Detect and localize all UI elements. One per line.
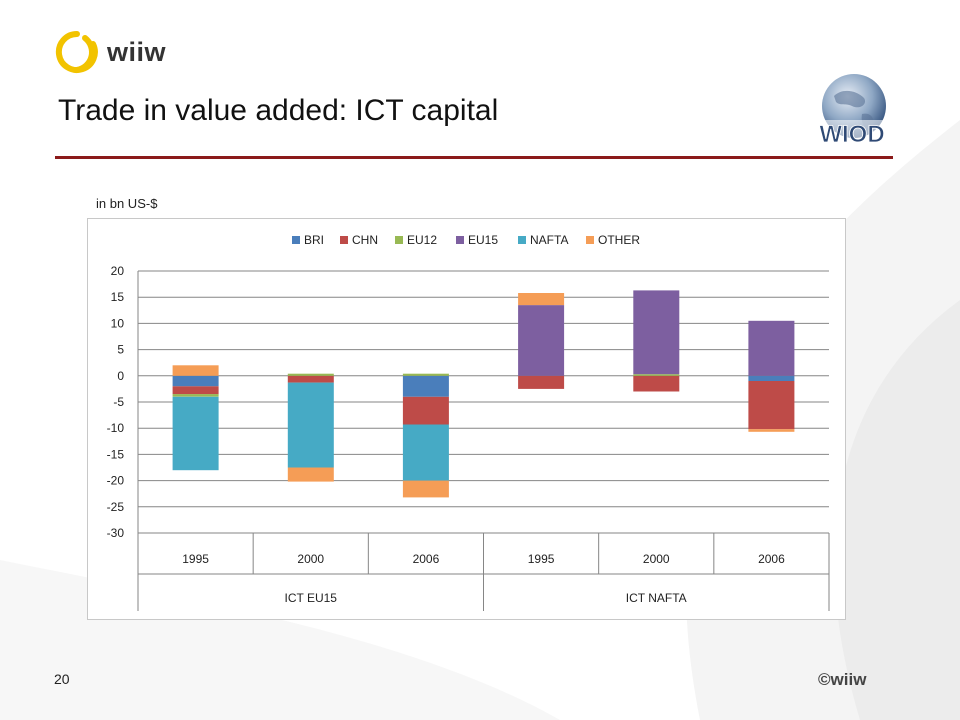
legend-label-eu12: EU12 xyxy=(407,233,437,247)
bar-chn-2 xyxy=(402,396,449,425)
y-tick-label: -25 xyxy=(107,500,125,514)
bar-chn-1 xyxy=(287,375,334,383)
x-group-label: ICT EU15 xyxy=(285,591,338,605)
x-tick-label: 2006 xyxy=(413,552,440,566)
bar-other-2 xyxy=(402,480,449,498)
x-axis: 1995 2000 2006 1995 2000 2006 ICT EU15 ICT NAFT… xyxy=(137,533,830,611)
copyright-text: ©wiiw xyxy=(818,670,867,689)
chart-unit-label: in bn US-$ xyxy=(96,196,158,211)
legend-swatch-bri xyxy=(292,236,300,244)
bar-eu12-2 xyxy=(402,373,449,376)
legend-label-nafta: NAFTA xyxy=(530,233,568,247)
x-tick-label: 1995 xyxy=(528,552,555,566)
y-axis-ticks: 20 15 10 5 0 -5 -10 -15 -20 -25 -30 xyxy=(107,264,139,540)
legend-label-other: OTHER xyxy=(598,233,640,247)
bar-eu12-1 xyxy=(287,373,334,376)
wiod-logo: WIOD xyxy=(815,74,889,148)
bar-chn-5 xyxy=(748,381,795,430)
bar-eu12-0 xyxy=(172,394,219,397)
bar-nafta-0 xyxy=(172,396,219,471)
bar-eu15-3 xyxy=(518,305,565,376)
legend-swatch-other xyxy=(586,236,594,244)
chart-legend: BRI CHN EU12 EU15 NAFTA OTHER xyxy=(292,233,640,247)
bar-nafta-1 xyxy=(287,382,334,468)
bar-other-3 xyxy=(518,293,565,306)
y-tick-label: -15 xyxy=(107,447,125,461)
legend-swatch-nafta xyxy=(518,236,526,244)
bar-other-5 xyxy=(748,429,795,432)
bar-bri-0 xyxy=(172,375,219,387)
y-tick-label: 5 xyxy=(117,343,124,357)
y-tick-label: -30 xyxy=(107,526,125,540)
legend-swatch-eu15 xyxy=(456,236,464,244)
chart-gridlines xyxy=(138,270,829,534)
title-divider xyxy=(55,156,893,159)
bar-chn-4 xyxy=(633,375,680,392)
wiiw-logo: wiiw xyxy=(55,30,166,74)
y-tick-label: 15 xyxy=(111,290,125,304)
y-tick-label: 0 xyxy=(117,369,124,383)
chart-frame: BRI CHN EU12 EU15 NAFTA OTHER 20 15 10 5 0 -5 -10 -1… xyxy=(87,218,846,620)
page-title: Trade in value added: ICT capital xyxy=(58,94,499,127)
bar-eu15-4 xyxy=(633,290,680,375)
chart-bars xyxy=(172,290,795,498)
legend-label-bri: BRI xyxy=(304,233,324,247)
bar-eu12-4 xyxy=(633,374,680,376)
y-tick-label: -20 xyxy=(107,474,125,488)
legend-label-chn: CHN xyxy=(352,233,378,247)
bar-nafta-2 xyxy=(402,424,449,481)
bar-bri-5 xyxy=(748,375,795,381)
wiiw-logo-text: wiiw xyxy=(107,36,167,67)
stacked-bar-chart: BRI CHN EU12 EU15 NAFTA OTHER 20 15 10 5 0 -5 -10 -1… xyxy=(107,233,830,611)
page-number: 20 xyxy=(54,671,70,687)
legend-label-eu15: EU15 xyxy=(468,233,498,247)
bar-other-0 xyxy=(172,365,219,376)
x-tick-label: 2006 xyxy=(758,552,785,566)
x-tick-label: 1995 xyxy=(182,552,209,566)
legend-swatch-eu12 xyxy=(395,236,403,244)
y-tick-label: -5 xyxy=(113,395,124,409)
bar-chn-0 xyxy=(172,386,219,395)
y-tick-label: -10 xyxy=(107,421,125,435)
bar-chn-3 xyxy=(518,375,565,389)
y-tick-label: 20 xyxy=(111,264,125,278)
x-tick-label: 2000 xyxy=(643,552,670,566)
bar-other-1 xyxy=(287,467,334,482)
legend-swatch-chn xyxy=(340,236,348,244)
bar-eu15-5 xyxy=(748,320,795,376)
wiiw-logo-icon xyxy=(55,30,98,73)
x-group-label: ICT NAFTA xyxy=(626,591,687,605)
bar-bri-2 xyxy=(402,375,449,397)
x-tick-label: 2000 xyxy=(297,552,324,566)
wiod-logo-text: WIOD xyxy=(819,121,884,148)
y-tick-label: 10 xyxy=(111,316,125,330)
